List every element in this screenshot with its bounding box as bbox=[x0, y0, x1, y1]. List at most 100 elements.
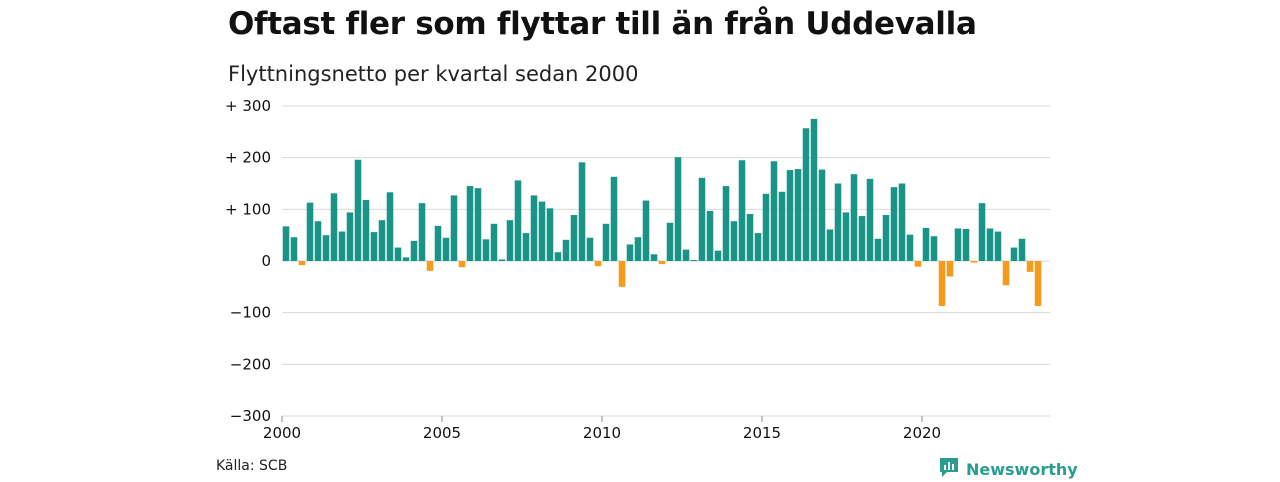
bar bbox=[938, 261, 946, 306]
bar bbox=[802, 128, 810, 261]
bar bbox=[1010, 247, 1018, 261]
bar bbox=[842, 212, 850, 261]
bar bbox=[930, 236, 938, 261]
bar bbox=[626, 244, 634, 261]
bar bbox=[946, 261, 954, 277]
bar bbox=[658, 261, 666, 265]
bar bbox=[962, 228, 970, 261]
bar bbox=[602, 223, 610, 261]
bar bbox=[546, 208, 554, 261]
bar bbox=[338, 231, 346, 261]
bar bbox=[1026, 261, 1034, 272]
bar bbox=[866, 178, 874, 261]
y-tick-label: + 300 bbox=[225, 97, 271, 115]
bar bbox=[722, 186, 730, 261]
bar bbox=[714, 250, 722, 261]
bar bbox=[674, 157, 682, 261]
bar bbox=[530, 195, 538, 261]
bar bbox=[682, 249, 690, 261]
bar bbox=[994, 231, 1002, 261]
bar bbox=[514, 180, 522, 261]
x-axis-ticks: 2000 2005 2010 2015 2020 bbox=[263, 416, 941, 442]
bar bbox=[818, 169, 826, 261]
bar bbox=[850, 174, 858, 261]
bar bbox=[482, 239, 490, 261]
x-tick-label: 2020 bbox=[903, 424, 941, 442]
bar bbox=[578, 162, 586, 261]
bar bbox=[402, 257, 410, 261]
bar bbox=[394, 247, 402, 261]
bar bbox=[650, 254, 658, 261]
bar bbox=[586, 237, 594, 261]
bar bbox=[874, 238, 882, 261]
bar bbox=[882, 215, 890, 261]
bar bbox=[474, 188, 482, 261]
chart-subtitle: Flyttningsnetto per kvartal sedan 2000 bbox=[228, 62, 639, 86]
bar bbox=[346, 212, 354, 261]
bar bbox=[370, 232, 378, 261]
y-tick-label: −300 bbox=[230, 407, 271, 425]
bar bbox=[618, 261, 626, 287]
bar bbox=[354, 159, 362, 261]
bar bbox=[1018, 238, 1026, 261]
bar bbox=[898, 183, 906, 261]
bar bbox=[426, 261, 434, 271]
bar bbox=[306, 202, 314, 261]
bar bbox=[506, 220, 514, 261]
bar bbox=[434, 225, 442, 261]
bar bbox=[450, 195, 458, 261]
y-axis-ticks: + 300 + 200 + 100 0 −100 −200 −300 bbox=[225, 97, 271, 425]
bar bbox=[466, 186, 474, 261]
x-tick-label: 2010 bbox=[583, 424, 621, 442]
bar bbox=[914, 261, 922, 267]
bar bbox=[730, 221, 738, 261]
bar bbox=[282, 226, 290, 261]
bar bbox=[690, 260, 698, 261]
bar bbox=[970, 261, 978, 263]
bar bbox=[978, 203, 986, 261]
bar bbox=[554, 252, 562, 261]
bar bbox=[666, 222, 674, 261]
bar bbox=[1034, 261, 1042, 306]
bar bbox=[522, 233, 530, 261]
chart-title: Oftast fler som flyttar till än från Udd… bbox=[228, 6, 977, 42]
bar bbox=[570, 215, 578, 261]
bar bbox=[378, 220, 386, 261]
bar bbox=[890, 187, 898, 261]
x-tick-label: 2005 bbox=[423, 424, 461, 442]
bar bbox=[330, 193, 338, 261]
bar bbox=[810, 118, 818, 261]
bar bbox=[386, 192, 394, 261]
source-note: Källa: SCB bbox=[216, 458, 288, 474]
newsworthy-logo-icon bbox=[938, 456, 960, 482]
bar bbox=[418, 203, 426, 261]
bar bbox=[634, 237, 642, 261]
bar bbox=[458, 261, 466, 268]
bar bbox=[498, 259, 506, 261]
bar bbox=[746, 213, 754, 261]
bar bbox=[410, 240, 418, 261]
brand[interactable]: Newsworthy bbox=[938, 456, 1078, 482]
y-tick-label: 0 bbox=[261, 252, 271, 270]
bar bbox=[738, 160, 746, 261]
y-tick-label: + 200 bbox=[225, 149, 271, 167]
bar bbox=[610, 176, 618, 261]
bar bbox=[786, 170, 794, 261]
bar bbox=[322, 235, 330, 261]
bar bbox=[362, 200, 370, 261]
bar bbox=[1002, 261, 1010, 286]
bar bbox=[538, 201, 546, 261]
y-tick-label: −200 bbox=[230, 355, 271, 373]
bar bbox=[922, 227, 930, 261]
bar bbox=[762, 193, 770, 261]
bar bbox=[770, 161, 778, 261]
bar bbox=[986, 228, 994, 261]
bar bbox=[442, 237, 450, 261]
y-tick-label: + 100 bbox=[225, 200, 271, 218]
bar bbox=[290, 237, 298, 261]
bar bbox=[834, 183, 842, 261]
bar bbox=[858, 216, 866, 261]
x-tick-label: 2015 bbox=[743, 424, 781, 442]
bar bbox=[314, 221, 322, 261]
